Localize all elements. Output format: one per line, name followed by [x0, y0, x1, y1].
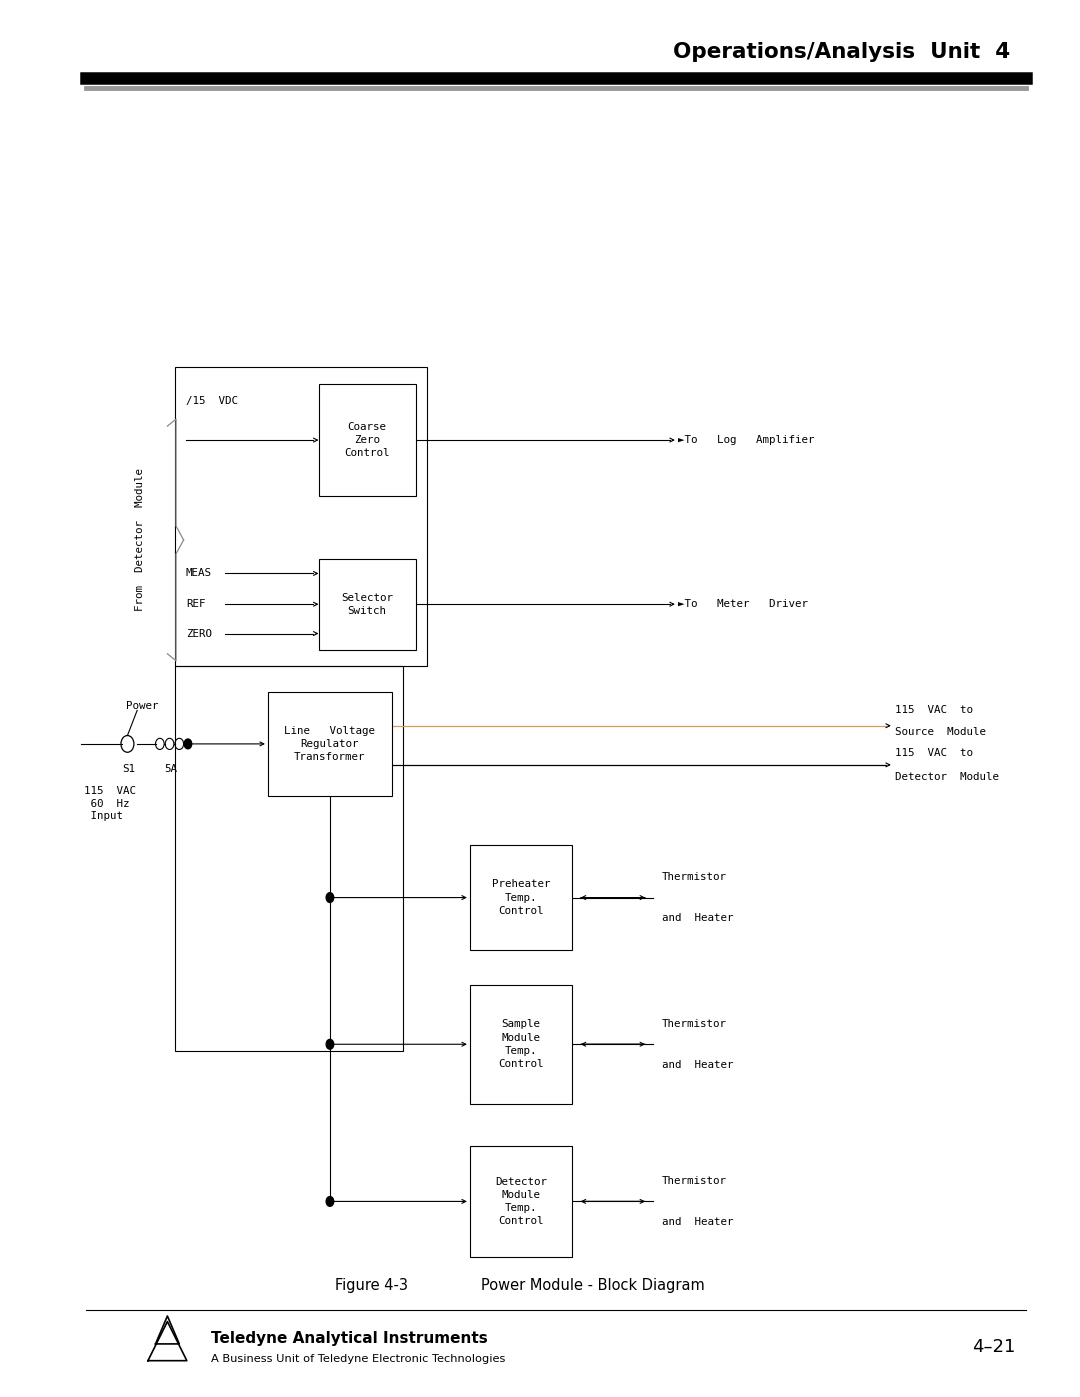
Text: Power: Power	[126, 701, 159, 711]
Text: Teledyne Analytical Instruments: Teledyne Analytical Instruments	[211, 1331, 487, 1345]
Text: Source  Module: Source Module	[895, 726, 986, 738]
Bar	[470, 1146, 572, 1257]
Text: 5A: 5A	[164, 764, 177, 774]
Text: and  Heater: and Heater	[662, 1217, 733, 1227]
Text: MEAS: MEAS	[186, 569, 212, 578]
Text: 115  VAC  to: 115 VAC to	[895, 747, 973, 757]
Text: From  Detector  Module: From Detector Module	[135, 468, 146, 610]
Text: Operations/Analysis  Unit  4: Operations/Analysis Unit 4	[673, 42, 1010, 61]
Text: Power Module - Block Diagram: Power Module - Block Diagram	[481, 1278, 704, 1292]
Text: Detector
Module
Temp.
Control: Detector Module Temp. Control	[495, 1176, 548, 1227]
Text: Sample
Module
Temp.
Control: Sample Module Temp. Control	[498, 1020, 544, 1069]
Bar	[319, 384, 416, 496]
Bar	[268, 692, 392, 796]
Text: 4–21: 4–21	[972, 1338, 1015, 1355]
Bar	[175, 666, 403, 1051]
Text: S1: S1	[122, 764, 135, 774]
Text: A Business Unit of Teledyne Electronic Technologies: A Business Unit of Teledyne Electronic T…	[211, 1354, 505, 1365]
Bar	[470, 845, 572, 950]
Circle shape	[326, 1196, 334, 1206]
Circle shape	[184, 739, 192, 749]
Circle shape	[326, 893, 334, 902]
Circle shape	[326, 1039, 334, 1049]
Text: Figure 4-3: Figure 4-3	[335, 1278, 408, 1292]
Text: 115  VAC  to: 115 VAC to	[895, 704, 973, 715]
Text: REF: REF	[186, 599, 205, 609]
Text: ∕15  VDC: ∕15 VDC	[186, 395, 238, 407]
Text: Thermistor: Thermistor	[662, 1176, 727, 1186]
Text: ►To   Meter   Driver: ►To Meter Driver	[678, 599, 808, 609]
Text: 115  VAC
 60  Hz
 Input: 115 VAC 60 Hz Input	[84, 785, 136, 821]
Text: Thermistor: Thermistor	[662, 1018, 727, 1028]
Bar	[319, 559, 416, 650]
Text: ZERO: ZERO	[186, 629, 212, 638]
Text: Line   Voltage
Regulator
Transformer: Line Voltage Regulator Transformer	[284, 725, 376, 763]
Text: Thermistor: Thermistor	[662, 872, 727, 883]
Text: Selector
Switch: Selector Switch	[341, 592, 393, 616]
Text: Preheater
Temp.
Control: Preheater Temp. Control	[491, 879, 551, 916]
Bar	[175, 367, 427, 666]
Text: and  Heater: and Heater	[662, 1059, 733, 1070]
Text: Detector  Module: Detector Module	[895, 773, 999, 782]
Text: ►To   Log   Amplifier: ►To Log Amplifier	[678, 434, 814, 446]
Bar	[470, 985, 572, 1104]
Text: and  Heater: and Heater	[662, 914, 733, 923]
Text: Coarse
Zero
Control: Coarse Zero Control	[345, 422, 390, 458]
